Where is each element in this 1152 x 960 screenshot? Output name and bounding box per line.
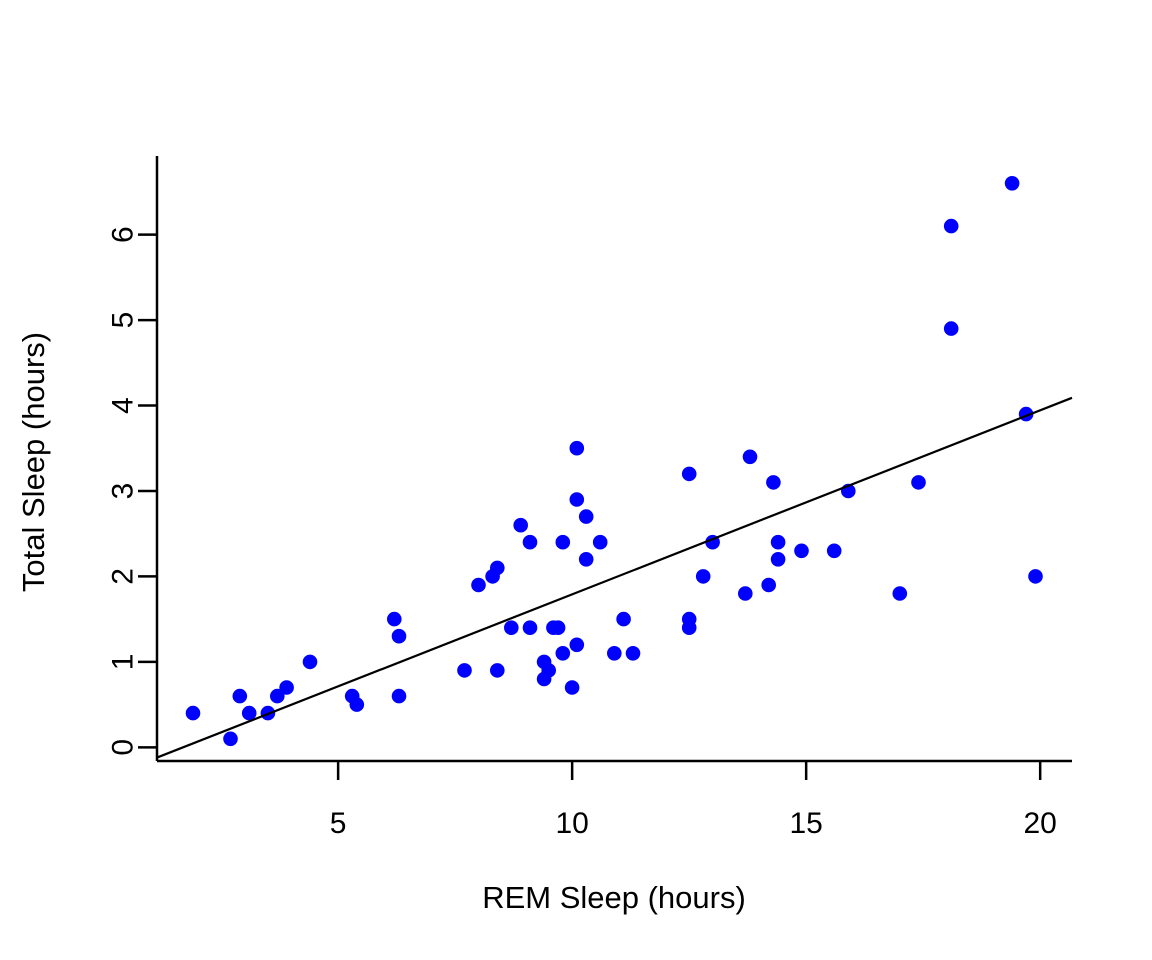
- data-point: [742, 449, 758, 465]
- y-tick-label: 3: [107, 483, 140, 500]
- data-point: [1004, 176, 1020, 191]
- x-tick-label: 10: [555, 807, 588, 840]
- data-point: [794, 543, 809, 559]
- data-point: [387, 611, 402, 627]
- y-tick-label: 1: [107, 654, 140, 671]
- data-point: [943, 218, 959, 234]
- y-tick-label: 5: [107, 312, 140, 329]
- y-axis-title: Total Sleep (hours): [16, 332, 51, 592]
- data-point: [569, 492, 585, 507]
- data-point: [826, 543, 842, 559]
- data-point: [1028, 569, 1043, 584]
- data-point: [490, 663, 505, 678]
- data-point: [302, 654, 318, 670]
- data-point: [569, 637, 585, 653]
- data-point: [625, 646, 641, 661]
- x-tick-label: 20: [1023, 807, 1056, 840]
- data-point: [564, 680, 580, 695]
- data-point: [536, 671, 552, 687]
- data-point: [522, 620, 538, 635]
- data-point: [695, 569, 711, 584]
- data-point: [471, 577, 486, 593]
- data-point: [770, 552, 786, 567]
- data-point: [490, 560, 505, 576]
- data-point: [391, 688, 407, 704]
- data-point: [279, 680, 294, 695]
- data-point: [761, 577, 776, 593]
- data-point: [185, 705, 201, 721]
- data-point: [681, 620, 697, 635]
- fit-line: [156, 396, 1073, 759]
- data-point: [513, 517, 528, 533]
- data-point: [578, 509, 594, 524]
- data-point: [223, 731, 238, 747]
- data-point: [911, 475, 926, 490]
- y-tick-label: 4: [107, 397, 140, 414]
- data-point: [522, 534, 538, 550]
- data-point: [270, 688, 285, 704]
- data-point: [578, 552, 594, 567]
- data-point: [550, 620, 566, 635]
- data-point: [770, 534, 786, 550]
- data-point: [943, 321, 959, 336]
- x-tick-label: 5: [330, 807, 347, 840]
- y-tick-label: 0: [107, 739, 140, 756]
- data-point: [681, 466, 697, 482]
- data-point: [569, 440, 585, 456]
- data-point: [607, 646, 622, 661]
- data-point: [766, 475, 781, 490]
- data-point: [232, 688, 248, 704]
- data-point: [555, 534, 571, 550]
- data-point: [349, 697, 365, 712]
- data-point: [504, 620, 519, 635]
- y-tick-label: 2: [107, 568, 140, 585]
- data-point: [457, 663, 472, 678]
- data-point: [616, 611, 631, 627]
- data-point: [738, 586, 753, 601]
- data-point: [555, 646, 571, 661]
- data-point: [592, 534, 608, 550]
- y-tick-label: 6: [107, 226, 140, 243]
- plot-area: 5 10 15 20 0 1 2 3 4 5 6: [107, 156, 1073, 840]
- data-point: [241, 705, 257, 721]
- data-point: [892, 586, 908, 601]
- x-tick-label: 15: [789, 807, 822, 840]
- data-point: [391, 628, 407, 644]
- x-axis-title: REM Sleep (hours): [482, 880, 746, 915]
